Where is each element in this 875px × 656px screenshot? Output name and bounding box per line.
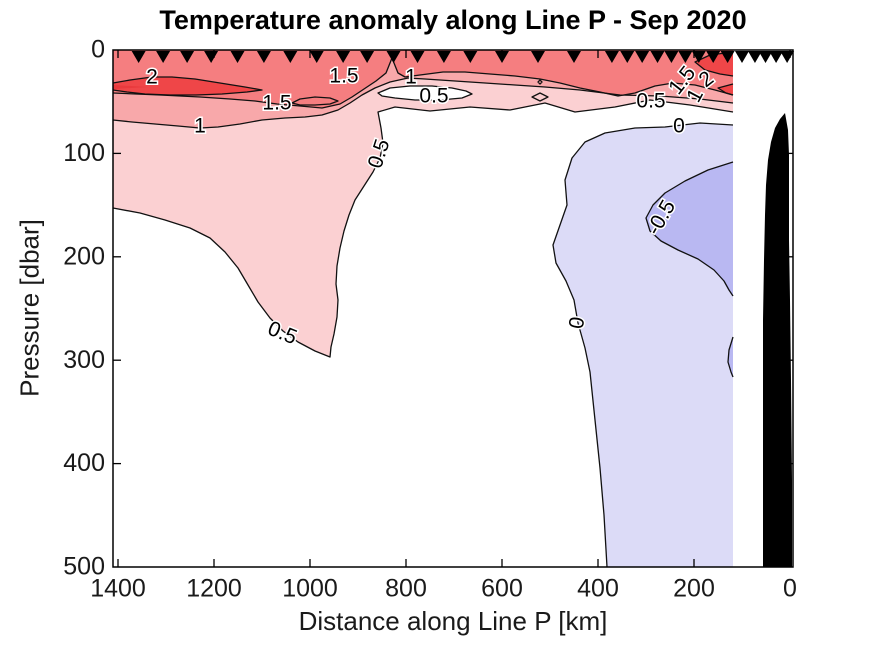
station-marker (758, 51, 773, 63)
contour-line-contour-2-west (112, 76, 263, 96)
chart-title: Temperature anomaly along Line P - Sep 2… (159, 5, 747, 35)
station-marker (256, 51, 271, 63)
station-marker (747, 51, 762, 63)
station-marker (131, 51, 146, 63)
contour-region-lens-sub05 (378, 86, 472, 100)
y-tick-label: 300 (63, 346, 105, 374)
station-marker (720, 51, 735, 63)
contour-line-contour-neg0.5-edge (727, 336, 734, 378)
contour-line-contour-1 (112, 77, 734, 129)
station-marker (283, 51, 298, 63)
contour-region-blob-neg05 (646, 162, 733, 296)
contour-line-contour-1.5 (112, 57, 734, 109)
x-tick-label: 1400 (90, 575, 146, 603)
contour-line-contour-1-dot (537, 79, 543, 85)
y-axis-label: Pressure [dbar] (14, 219, 45, 397)
x-tick-label: 600 (481, 575, 523, 603)
contour-label: 1 (405, 66, 417, 89)
station-marker (531, 51, 545, 63)
contour-region-blob-pos2-ne2 (718, 84, 733, 95)
station-marker (604, 51, 619, 63)
contour-region-band-pos05 (113, 50, 733, 357)
contour-line-contour-0.5-diamond (531, 92, 549, 102)
x-axis-label: Distance along Line P [km] (298, 606, 608, 636)
station-marker (635, 51, 650, 63)
contour-label: 1.5 (329, 65, 358, 88)
station-marker (567, 51, 581, 63)
contour-line-contour-neg0.5 (645, 161, 734, 297)
station-marker (769, 51, 784, 63)
station-marker (204, 51, 219, 63)
x-tick-label: 1200 (186, 575, 242, 603)
contour-region-band-pos15 (113, 50, 733, 108)
y-tick-label: 200 (63, 242, 105, 270)
station-marker (664, 51, 679, 63)
x-tick-label: 400 (577, 575, 619, 603)
contour-line-contour-0.5 (112, 99, 734, 358)
y-tick-label: 100 (63, 139, 105, 167)
contour-label: 0 (673, 115, 685, 138)
contour-line-contour-2-ne2 (717, 83, 734, 96)
contour-region-blob-pos2-west (113, 77, 262, 95)
contour-label: 2 (146, 66, 158, 89)
station-marker (495, 51, 509, 63)
x-tick-label: 800 (385, 575, 427, 603)
station-marker (436, 51, 451, 63)
station-marker (180, 51, 195, 63)
station-marker (735, 51, 749, 63)
station-marker (386, 51, 401, 63)
x-tick-label: 200 (673, 575, 715, 603)
station-marker (691, 51, 706, 63)
contour-label: 1 (194, 115, 206, 138)
x-tick-label: 1000 (282, 575, 338, 603)
station-marker (410, 51, 425, 63)
bathymetry-mask (763, 113, 792, 567)
y-tick-label: 500 (63, 553, 105, 581)
contour-region-blob-neg05-edge (728, 337, 733, 377)
contour-line-contour-0.5-lens (377, 85, 473, 101)
station-marker (230, 51, 245, 63)
y-tick-label: 0 (91, 36, 105, 64)
x-tick-label: 0 (783, 575, 797, 603)
contour-label: 0.5 (636, 90, 665, 113)
station-marker (620, 51, 635, 63)
y-tick-label: 400 (63, 449, 105, 477)
station-marker (309, 51, 324, 63)
station-marker (706, 51, 721, 63)
contour-line-contour-0 (552, 122, 734, 568)
station-marker (360, 51, 375, 63)
contour-region-sliver-pos25-west (113, 85, 148, 89)
axis-box (112, 49, 794, 568)
contour-label: 0.5 (419, 85, 448, 108)
station-marker (463, 51, 478, 63)
station-marker (780, 51, 795, 63)
station-marker (678, 51, 693, 63)
station-marker (650, 51, 665, 63)
contour-label: 0 (565, 315, 590, 331)
contour-label: 1.5 (262, 92, 291, 115)
station-marker (336, 51, 351, 63)
station-marker (156, 51, 171, 63)
contour-line-contour-1.5-finger (291, 96, 339, 106)
